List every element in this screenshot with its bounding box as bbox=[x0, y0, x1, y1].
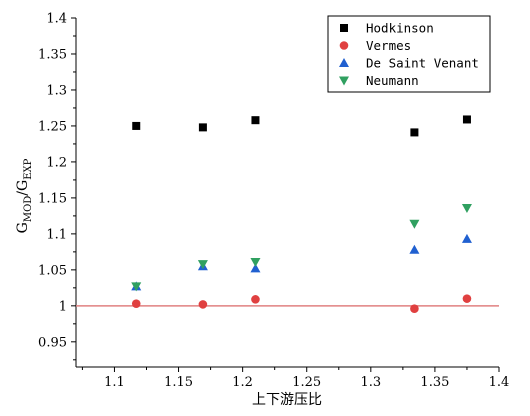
y-tick-label: 1 bbox=[59, 299, 67, 314]
axes: 1.1 1.15 1.2 1.25 1.3 1.35 1.4 0.95 1 1.05 1.1 1.15… bbox=[38, 12, 509, 391]
x-tick-label: 1.1 bbox=[104, 375, 125, 390]
x-axis-title: 上下游压比 bbox=[252, 392, 322, 408]
data-point-neumann bbox=[197, 260, 208, 270]
y-axis-title-base1: G bbox=[15, 222, 31, 233]
y-tick-label: 1.05 bbox=[38, 263, 67, 278]
x-tick-label: 1.4 bbox=[489, 375, 510, 390]
legend-label-de-saint-venant: De Saint Venant bbox=[366, 56, 479, 71]
legend-marker-neumann bbox=[339, 76, 349, 86]
y-axis-title-sub1: MOD bbox=[23, 196, 34, 222]
legend-marker-de-saint-venant bbox=[339, 58, 349, 67]
y-tick-label: 1.35 bbox=[38, 47, 67, 62]
legend-marker-hodkinson bbox=[340, 24, 348, 32]
legend-marker-vermes bbox=[339, 41, 349, 50]
data-point-hodkinson bbox=[462, 115, 471, 124]
x-tick-label: 1.35 bbox=[420, 375, 449, 390]
legend-box bbox=[327, 15, 491, 93]
x-tick-label: 1.2 bbox=[232, 375, 253, 390]
y-axis-title-base2: G bbox=[15, 180, 31, 191]
y-axis-title-sep: / bbox=[15, 191, 31, 196]
legend-label-neumann: Neumann bbox=[366, 73, 419, 88]
data-point-hodkinson bbox=[251, 116, 260, 125]
data-point-hodkinson bbox=[410, 128, 419, 137]
data-point-de-saint-venant bbox=[409, 244, 420, 254]
data-point-de-saint-venant bbox=[250, 263, 261, 273]
legend: Hodkinson Vermes De Saint Venant Neumann bbox=[327, 15, 491, 93]
y-tick-label: 1.15 bbox=[38, 191, 67, 206]
y-tick-label: 1.2 bbox=[46, 155, 67, 170]
y-axis-title: GMOD/GEXP bbox=[15, 158, 34, 233]
data-points bbox=[131, 115, 472, 314]
y-axis-title-sub2: EXP bbox=[23, 158, 34, 179]
data-point-de-saint-venant bbox=[461, 233, 472, 243]
y-tick-label: 0.95 bbox=[38, 335, 67, 350]
y-tick-label: 1.3 bbox=[46, 83, 67, 98]
svg-text:GMOD/GEXP: GMOD/GEXP bbox=[15, 158, 34, 233]
data-point-neumann bbox=[250, 257, 261, 267]
x-tick-label: 1.25 bbox=[292, 375, 321, 390]
data-point-neumann bbox=[461, 203, 472, 213]
data-point-neumann bbox=[131, 282, 142, 292]
data-point-vermes bbox=[251, 295, 260, 304]
legend-label-hodkinson: Hodkinson bbox=[366, 21, 434, 36]
x-tick-label: 1.15 bbox=[164, 375, 193, 390]
data-point-vermes bbox=[131, 299, 141, 308]
data-point-hodkinson bbox=[198, 123, 207, 132]
y-tick-label: 1.1 bbox=[46, 227, 67, 242]
x-tick-label: 1.3 bbox=[360, 375, 381, 390]
data-point-vermes bbox=[410, 304, 419, 314]
data-point-neumann bbox=[409, 219, 420, 229]
data-point-vermes bbox=[198, 300, 208, 309]
y-tick-label: 1.4 bbox=[46, 12, 67, 27]
data-point-hodkinson bbox=[132, 121, 141, 130]
y-tick-label: 1.25 bbox=[38, 119, 67, 134]
data-point-vermes bbox=[462, 294, 472, 303]
legend-label-vermes: Vermes bbox=[366, 38, 411, 53]
